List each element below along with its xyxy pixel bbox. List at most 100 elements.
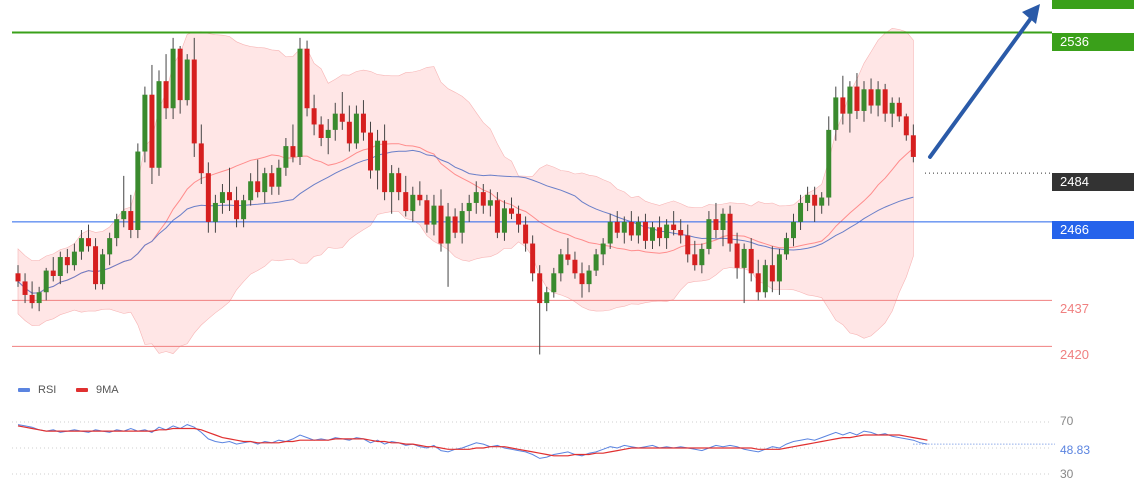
candle-body bbox=[903, 116, 909, 136]
candle-body bbox=[191, 59, 197, 144]
rsi-ma-line bbox=[17, 425, 928, 457]
candle-body bbox=[671, 224, 677, 230]
candle-body bbox=[875, 89, 881, 106]
candle-body bbox=[311, 108, 317, 125]
candle-body bbox=[121, 211, 127, 220]
candle-body bbox=[685, 235, 691, 255]
candle-body bbox=[382, 140, 388, 193]
candle-body bbox=[93, 246, 99, 285]
candle-body bbox=[276, 167, 282, 187]
candle-body bbox=[29, 294, 35, 304]
candle-body bbox=[128, 211, 134, 230]
candle-body bbox=[466, 202, 472, 212]
pivot-label: 2466 bbox=[1052, 221, 1134, 239]
candle-body bbox=[699, 248, 705, 266]
candle-body bbox=[494, 200, 500, 233]
rsi-legend-label: RSI bbox=[38, 384, 57, 396]
rsi-current-value: 48.83 bbox=[1060, 443, 1091, 457]
candle-body bbox=[487, 200, 493, 206]
candle-body bbox=[219, 192, 225, 203]
candle-body bbox=[741, 248, 747, 268]
candle-body bbox=[36, 292, 42, 304]
candle-body bbox=[734, 243, 740, 268]
candle-body bbox=[516, 213, 522, 225]
candle-body bbox=[769, 265, 775, 282]
candle-body bbox=[896, 102, 902, 117]
candle-body bbox=[713, 219, 719, 230]
candle-body bbox=[783, 238, 789, 255]
candle-body bbox=[678, 230, 684, 236]
candle-body bbox=[142, 94, 148, 152]
candle-body bbox=[579, 273, 585, 285]
candle-body bbox=[50, 270, 56, 276]
candle-body bbox=[523, 224, 529, 244]
candle-body bbox=[424, 200, 430, 225]
candle-body bbox=[664, 224, 670, 239]
candle-body bbox=[297, 48, 303, 157]
rsi-line bbox=[17, 424, 928, 459]
candle-body bbox=[318, 124, 324, 138]
candle-body bbox=[910, 135, 916, 157]
candle-body bbox=[509, 208, 514, 214]
candle-body bbox=[551, 273, 557, 293]
candle-body bbox=[107, 238, 113, 255]
price-levels bbox=[12, 31, 1052, 347]
candle-body bbox=[868, 89, 874, 106]
target-label bbox=[1052, 0, 1134, 9]
ma-legend: 9MA bbox=[76, 384, 119, 396]
candle-body bbox=[262, 173, 268, 193]
candle-body bbox=[558, 254, 564, 274]
candle-body bbox=[530, 243, 536, 274]
candle-body bbox=[205, 173, 211, 222]
candle-body bbox=[819, 197, 825, 206]
candle-body bbox=[650, 227, 655, 241]
candle-body bbox=[177, 48, 183, 101]
current-price-label: 2484 bbox=[1052, 173, 1134, 191]
candle-body bbox=[353, 113, 359, 144]
candle-body bbox=[833, 97, 839, 130]
candle-body bbox=[861, 89, 867, 111]
candle-body bbox=[375, 140, 381, 171]
candle-body bbox=[290, 146, 296, 157]
slow-ma-line bbox=[17, 149, 914, 294]
candle-body bbox=[657, 227, 663, 239]
rsi-panel bbox=[12, 421, 1055, 475]
candle-body bbox=[410, 194, 416, 212]
candle-body bbox=[565, 254, 571, 260]
candle-body bbox=[325, 129, 331, 138]
candle-body bbox=[438, 205, 444, 244]
candle-body bbox=[501, 208, 507, 233]
candle-body bbox=[170, 48, 176, 109]
rsi-swatch bbox=[18, 388, 30, 393]
candle-body bbox=[283, 146, 289, 168]
candle-body bbox=[642, 221, 648, 241]
candle-body bbox=[269, 173, 275, 187]
candle-body bbox=[332, 113, 338, 130]
candle-body bbox=[854, 86, 860, 111]
support-label: 2420 bbox=[1060, 347, 1089, 362]
candle-body bbox=[156, 81, 162, 168]
fast-ma-line bbox=[17, 143, 914, 294]
candle-body bbox=[812, 194, 818, 206]
candle-body bbox=[720, 213, 726, 230]
candle-body bbox=[586, 270, 592, 285]
candle-body bbox=[473, 192, 479, 203]
candle-body bbox=[304, 48, 310, 109]
candle-body bbox=[607, 221, 613, 244]
candle-body bbox=[572, 259, 578, 274]
rsi-level-30: 30 bbox=[1060, 467, 1074, 481]
candle-body bbox=[248, 181, 254, 201]
candle-body bbox=[57, 257, 63, 276]
candle-body bbox=[544, 292, 550, 304]
candle-body bbox=[149, 94, 155, 168]
candle-body bbox=[614, 221, 620, 233]
candle-body bbox=[135, 151, 141, 230]
candle-body bbox=[727, 213, 733, 244]
resistance-label: 2536 bbox=[1052, 33, 1134, 51]
ma-legend-label: 9MA bbox=[96, 384, 119, 396]
candle-body bbox=[346, 121, 352, 144]
rsi-level-70: 70 bbox=[1060, 414, 1074, 428]
candle-body bbox=[396, 173, 402, 193]
candle-body bbox=[360, 113, 366, 133]
candle-body bbox=[100, 254, 106, 285]
